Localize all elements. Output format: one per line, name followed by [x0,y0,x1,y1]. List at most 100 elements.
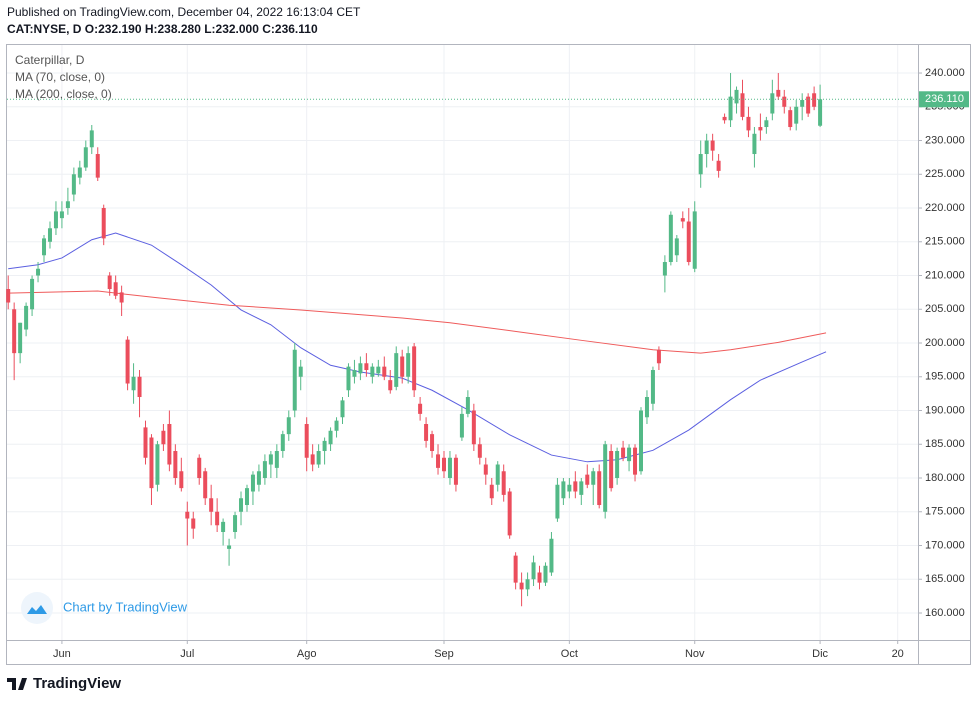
candle-body [203,471,208,499]
candle-body [322,440,327,452]
candle-body [621,447,626,458]
candle-body [758,127,763,131]
candle-body [674,238,679,256]
candle-body [680,218,685,222]
candle-body [453,457,458,485]
candle-body [394,353,399,387]
y-tick-label: 225.000 [925,168,965,180]
candle-body [286,417,291,435]
x-tick-label: 20 [892,648,904,660]
candle-body [155,444,160,485]
candle-body [465,397,470,414]
x-tick-label: Nov [685,648,705,660]
candle-body [746,116,751,131]
candle-body [692,211,697,269]
candle-body [59,211,64,219]
candle-body [268,454,273,465]
legend-entry: MA (70, close, 0) [15,70,105,84]
candle-body [818,99,823,126]
candle-body [728,96,733,121]
candle-body [400,356,405,377]
candle-body [615,451,620,479]
candle-body [573,481,578,492]
candle-body [95,154,100,178]
candle-body [262,461,267,479]
candle-body [221,521,226,533]
candle-body [752,133,757,155]
candle-body [24,305,29,330]
candle-body [698,154,703,175]
candle-body [119,292,124,303]
candle-body [501,471,506,495]
y-tick-label: 160.000 [925,607,965,619]
candle-body [340,400,345,418]
candle-body [543,565,548,583]
candle-body [627,447,632,462]
candle-body [519,582,524,590]
candle-body [352,370,357,377]
candle-body [113,282,118,296]
candle-body [71,174,76,195]
candle-body [256,471,261,485]
candle-body [788,110,793,128]
candle-body [227,545,232,549]
candle-body [812,93,817,107]
candle-body [137,376,142,398]
x-tick-label: Jul [180,648,194,660]
candle-body [513,555,518,583]
candle-body [794,106,799,124]
y-tick-label: 240.000 [925,67,965,79]
candle-body [644,397,649,418]
candle-body [310,454,315,465]
y-tick-label: 230.000 [925,134,965,146]
candle-body [358,363,363,374]
candle-body [370,366,375,377]
candle-body [447,457,452,479]
candle-body [125,339,130,384]
candle-body [734,89,739,104]
candle-body [668,214,673,263]
candle-body [483,464,488,475]
candle-body [549,538,554,573]
candle-body [459,413,464,438]
watermark-icon-bg [21,592,53,624]
x-tick-label: Jun [53,648,71,660]
candle-body [316,451,321,465]
candle-body [585,474,590,485]
candle-body [591,471,596,485]
candle-body [107,275,112,290]
watermark-text: Chart by TradingView [63,599,188,614]
candle-body [603,444,608,512]
candle-body [12,309,17,354]
watermark: Chart by TradingView [21,592,188,624]
candle-body [209,498,214,512]
candle-body [388,380,393,391]
candle-body [495,464,500,485]
candle-body [83,147,88,168]
candle-body [764,120,769,128]
candle-body [662,262,667,276]
candle-body [101,208,106,239]
x-tick-label: Ago [297,648,317,660]
candle-body [215,511,220,526]
candle-body [274,451,279,468]
brand-logo: TradingView [7,675,121,692]
candle-body [364,363,369,371]
candle-body [292,349,297,411]
candle-body [597,471,602,506]
ma-line [8,232,827,463]
candle-body [430,434,435,452]
candle-body [36,268,41,276]
candle-body [334,420,339,431]
y-tick-label: 185.000 [925,438,965,450]
candle-body [304,424,309,458]
candle-body [185,511,190,519]
last-price-box [919,91,969,108]
x-tick-label: Dic [812,648,828,660]
candle-body [280,434,285,452]
candle-body [710,140,715,151]
subheader: CAT:NYSE, D O:232.190 H:238.280 L:232.00… [7,22,318,36]
candle-body [579,481,584,495]
y-tick-label: 175.000 [925,506,965,518]
